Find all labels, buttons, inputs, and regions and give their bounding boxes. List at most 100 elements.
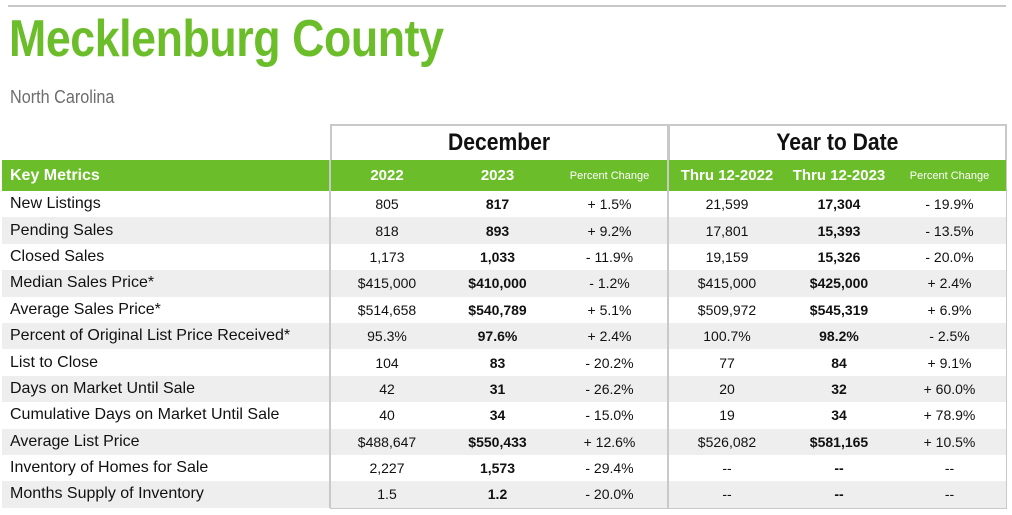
dec-percent-change: - 26.2% [552, 375, 668, 403]
dec-2023-value: 83 [443, 349, 552, 376]
table-row: Months Supply of Inventory 1.5 1.2 - 20.… [2, 481, 1006, 508]
dec-2023-value: 31 [443, 375, 552, 403]
dec-2023-value: 893 [443, 217, 552, 244]
ytd-2022-value: 19,159 [667, 243, 785, 271]
col-header-key-metrics: Key Metrics [2, 160, 330, 191]
dec-2022-value: 805 [329, 191, 443, 218]
dec-2022-value: 40 [329, 402, 443, 429]
ytd-2023-value: $581,165 [785, 428, 893, 455]
ytd-2022-value: $526,082 [667, 428, 785, 455]
ytd-2022-value: 100.7% [667, 322, 785, 350]
dec-2022-value: 818 [329, 217, 443, 244]
dec-2023-value: $550,433 [443, 428, 552, 455]
ytd-2022-value: 19 [667, 402, 785, 429]
page-title: Mecklenburg County [9, 10, 444, 68]
dec-2023-value: 1.2 [443, 481, 552, 508]
dec-percent-change: - 29.4% [552, 454, 668, 482]
col-header-ytd-2022: Thru 12-2022 [667, 160, 785, 191]
top-divider [8, 5, 1006, 7]
page-subtitle: North Carolina [10, 87, 115, 107]
dec-2022-value: 42 [329, 375, 443, 403]
dec-2022-value: 2,227 [329, 454, 443, 482]
col-header-dec-2023: 2023 [443, 160, 552, 191]
table-row: Average Sales Price* $514,658 $540,789 +… [2, 296, 1006, 323]
metric-name: Median Sales Price* [2, 270, 330, 297]
metric-name: Closed Sales [2, 243, 330, 271]
ytd-percent-change: + 60.0% [893, 375, 1006, 403]
dec-2022-value: $415,000 [329, 270, 443, 297]
dec-percent-change: + 9.2% [552, 217, 668, 244]
table-row: Median Sales Price* $415,000 $410,000 - … [2, 270, 1006, 297]
dec-2023-value: 1,033 [443, 243, 552, 271]
table-row: Average List Price $488,647 $550,433 + 1… [2, 428, 1006, 455]
metric-name: Pending Sales [2, 217, 330, 244]
ytd-2023-value: -- [785, 481, 893, 508]
dec-2023-value: 97.6% [443, 322, 552, 350]
metric-name: Percent of Original List Price Received* [2, 322, 330, 350]
dec-percent-change: - 20.2% [552, 349, 668, 376]
col-header-dec-2022: 2022 [329, 160, 443, 191]
metric-name: New Listings [2, 191, 330, 218]
dec-percent-change: - 11.9% [552, 243, 668, 271]
metric-name: Months Supply of Inventory [2, 481, 330, 508]
ytd-percent-change: - 19.9% [893, 191, 1006, 218]
ytd-2023-value: $425,000 [785, 270, 893, 297]
table-row: Percent of Original List Price Received*… [2, 322, 1006, 350]
ytd-2023-value: 34 [785, 402, 893, 429]
table-row: Days on Market Until Sale 42 31 - 26.2% … [2, 375, 1006, 403]
metric-name: Days on Market Until Sale [2, 375, 330, 403]
ytd-2022-value: -- [667, 454, 785, 482]
ytd-2022-value: 21,599 [667, 191, 785, 218]
metric-name: List to Close [2, 349, 330, 376]
december-group-heading: December [332, 127, 667, 159]
col-header-ytd-percent-change: Percent Change [893, 160, 1006, 191]
dec-2022-value: $488,647 [329, 428, 443, 455]
metric-name: Average List Price [2, 428, 330, 455]
table-row: Pending Sales 818 893 + 9.2% 17,801 15,3… [2, 217, 1006, 244]
dec-2022-value: $514,658 [329, 296, 443, 323]
ytd-2022-value: 17,801 [667, 217, 785, 244]
ytd-percent-change: + 78.9% [893, 402, 1006, 429]
dec-2022-value: 1,173 [329, 243, 443, 271]
december-group-label: December [448, 129, 551, 156]
dec-2023-value: 1,573 [443, 454, 552, 482]
dec-2022-value: 95.3% [329, 322, 443, 350]
col-header-dec-percent-change: Percent Change [552, 160, 668, 191]
ytd-2022-value: $509,972 [667, 296, 785, 323]
ytd-percent-change: + 9.1% [893, 349, 1006, 376]
table-row: Inventory of Homes for Sale 2,227 1,573 … [2, 454, 1006, 482]
table-row: New Listings 805 817 + 1.5% 21,599 17,30… [2, 191, 1006, 218]
ytd-2023-value: 84 [785, 349, 893, 376]
dec-percent-change: - 15.0% [552, 402, 668, 429]
ytd-2023-value: -- [785, 454, 893, 482]
dec-2023-value: $410,000 [443, 270, 552, 297]
ytd-group-heading: Year to Date [670, 127, 1005, 159]
ytd-percent-change: -- [893, 454, 1006, 482]
dec-percent-change: + 1.5% [552, 191, 668, 218]
table-header-row: Key Metrics 2022 2023 Percent Change Thr… [2, 160, 1006, 191]
ytd-2022-value: 20 [667, 375, 785, 403]
ytd-percent-change: + 6.9% [893, 296, 1006, 323]
ytd-percent-change: - 13.5% [893, 217, 1006, 244]
dec-percent-change: + 5.1% [552, 296, 668, 323]
ytd-2023-value: 32 [785, 375, 893, 403]
key-metrics-table: Key Metrics 2022 2023 Percent Change Thr… [2, 160, 1007, 508]
ytd-percent-change: + 10.5% [893, 428, 1006, 455]
ytd-2023-value: 98.2% [785, 322, 893, 350]
ytd-percent-change: + 2.4% [893, 270, 1006, 297]
dec-percent-change: + 2.4% [552, 322, 668, 350]
metric-name: Inventory of Homes for Sale [2, 454, 330, 482]
ytd-group-label: Year to Date [776, 129, 899, 156]
ytd-2022-value: 77 [667, 349, 785, 376]
ytd-percent-change: - 20.0% [893, 243, 1006, 271]
table-row: Closed Sales 1,173 1,033 - 11.9% 19,159 … [2, 243, 1006, 271]
ytd-2023-value: $545,319 [785, 296, 893, 323]
ytd-2022-value: $415,000 [667, 270, 785, 297]
ytd-2023-value: 17,304 [785, 191, 893, 218]
ytd-2023-value: 15,393 [785, 217, 893, 244]
dec-percent-change: - 20.0% [552, 481, 668, 508]
ytd-percent-change: -- [893, 481, 1006, 508]
dec-2022-value: 104 [329, 349, 443, 376]
ytd-percent-change: - 2.5% [893, 322, 1006, 350]
ytd-2023-value: 15,326 [785, 243, 893, 271]
